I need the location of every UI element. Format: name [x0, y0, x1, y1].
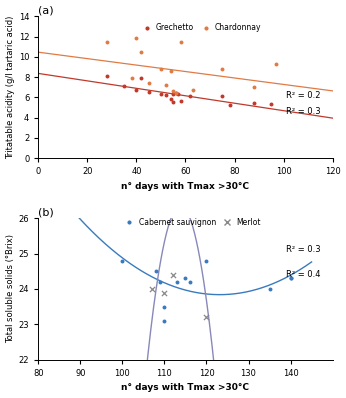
- Point: [139, 75, 144, 81]
- Point: [146, 89, 152, 96]
- Point: [178, 39, 183, 45]
- Point: [174, 155, 180, 161]
- Point: [171, 91, 176, 98]
- X-axis label: n° days with Tmax >30°C: n° days with Tmax >30°C: [121, 181, 249, 191]
- Legend: Grechetto, Chardonnay: Grechetto, Chardonnay: [136, 20, 264, 35]
- Point: [288, 275, 293, 281]
- Point: [273, 61, 279, 67]
- Point: [168, 68, 174, 74]
- Point: [219, 93, 225, 100]
- Point: [129, 75, 134, 81]
- Point: [267, 286, 272, 292]
- Point: [171, 88, 176, 94]
- Point: [153, 268, 159, 275]
- Point: [134, 34, 139, 41]
- Point: [134, 87, 139, 94]
- Point: [120, 258, 125, 264]
- Point: [251, 100, 257, 107]
- Point: [204, 314, 209, 320]
- Point: [162, 289, 167, 296]
- Point: [187, 279, 192, 285]
- Point: [174, 279, 180, 285]
- Text: R² = 0.3: R² = 0.3: [286, 107, 321, 116]
- Point: [149, 286, 155, 292]
- Point: [204, 258, 209, 264]
- Point: [104, 73, 110, 79]
- Text: R² = 0.4: R² = 0.4: [286, 270, 321, 279]
- Text: R² = 0.2: R² = 0.2: [286, 91, 321, 100]
- Point: [251, 84, 257, 90]
- Point: [268, 101, 274, 107]
- Point: [168, 96, 174, 103]
- Point: [178, 98, 183, 105]
- Point: [163, 82, 169, 88]
- Point: [157, 279, 163, 285]
- Point: [65, 194, 71, 200]
- Point: [183, 158, 188, 165]
- Point: [219, 66, 225, 72]
- Point: [162, 318, 167, 324]
- Point: [146, 80, 152, 86]
- Point: [190, 87, 195, 94]
- Point: [104, 39, 110, 45]
- Point: [173, 90, 179, 96]
- Point: [162, 304, 167, 310]
- Point: [227, 102, 233, 109]
- Point: [158, 91, 164, 98]
- Y-axis label: Tritatable acidity (g/l tartaric acid): Tritatable acidity (g/l tartaric acid): [6, 16, 15, 159]
- Point: [170, 271, 176, 278]
- Point: [171, 99, 176, 105]
- Point: [121, 83, 127, 90]
- Text: (b): (b): [38, 207, 54, 217]
- Point: [158, 66, 164, 72]
- Point: [173, 90, 179, 96]
- Y-axis label: Total soluble solids (°Brix): Total soluble solids (°Brix): [6, 234, 15, 343]
- Point: [163, 92, 169, 98]
- Point: [188, 93, 193, 100]
- Point: [183, 275, 188, 281]
- Legend: Cabernet sauvignon, Merlot: Cabernet sauvignon, Merlot: [119, 215, 264, 230]
- Text: (a): (a): [38, 6, 54, 16]
- Point: [175, 91, 181, 98]
- Point: [139, 49, 144, 55]
- X-axis label: n° days with Tmax >30°C: n° days with Tmax >30°C: [121, 383, 249, 392]
- Text: R² = 0.3: R² = 0.3: [286, 245, 321, 254]
- Point: [288, 275, 293, 281]
